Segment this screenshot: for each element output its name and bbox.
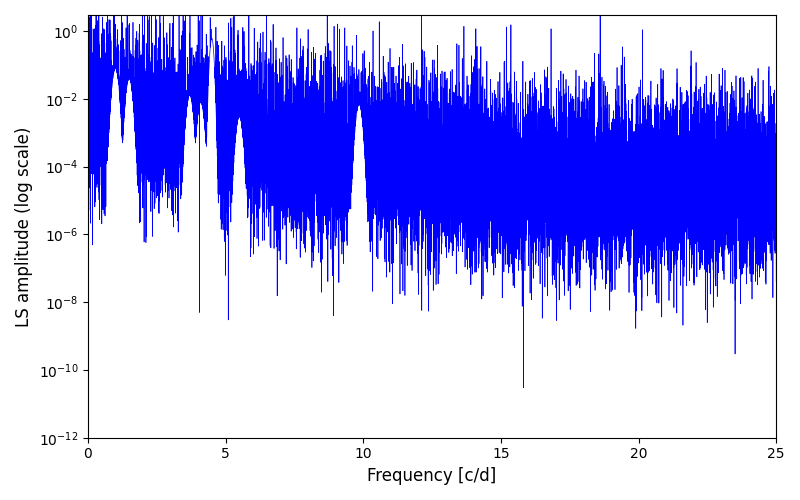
X-axis label: Frequency [c/d]: Frequency [c/d] <box>367 467 497 485</box>
Y-axis label: LS amplitude (log scale): LS amplitude (log scale) <box>15 126 33 326</box>
